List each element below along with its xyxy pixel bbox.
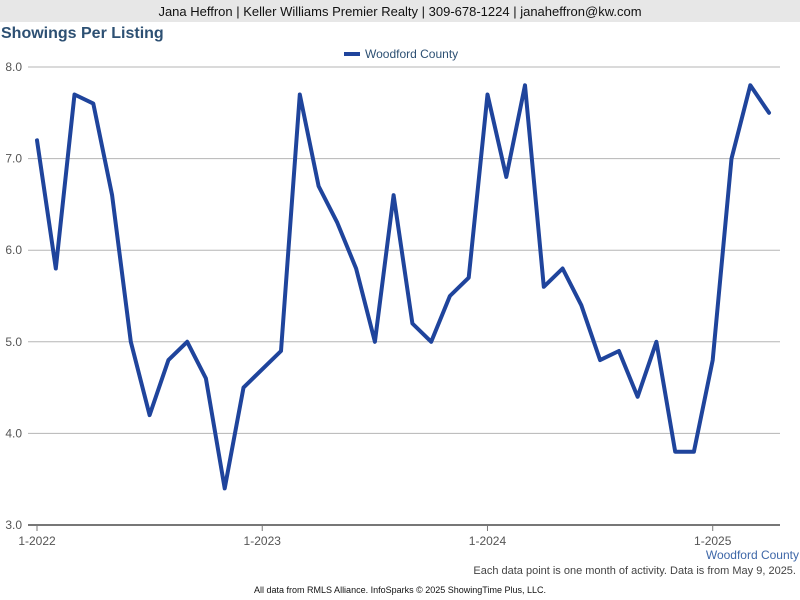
source-footer: All data from RMLS Alliance. InfoSparks … xyxy=(254,585,546,595)
chart-title: Showings Per Listing xyxy=(1,25,164,42)
series-end-label: Woodford County xyxy=(706,548,799,562)
x-tick-label: 1-2023 xyxy=(244,534,282,548)
x-tick-label: 1-2022 xyxy=(18,534,56,548)
y-tick-label: 7.0 xyxy=(5,152,22,166)
agent-contact-text: Jana Heffron | Keller Williams Premier R… xyxy=(158,3,642,19)
series-line-woodford-county xyxy=(35,83,771,491)
y-tick-label: 8.0 xyxy=(5,60,22,74)
y-tick-label: 3.0 xyxy=(5,518,22,532)
y-tick-label: 6.0 xyxy=(5,243,22,257)
y-tick-label: 4.0 xyxy=(5,426,22,440)
agent-contact-bar: Jana Heffron | Keller Williams Premier R… xyxy=(0,0,800,22)
x-tick-label: 1-2025 xyxy=(694,534,732,548)
y-tick-label: 5.0 xyxy=(5,335,22,349)
data-footnote: Each data point is one month of activity… xyxy=(473,565,796,577)
legend-label: Woodford County xyxy=(365,47,458,61)
x-tick-label: 1-2024 xyxy=(469,534,507,548)
